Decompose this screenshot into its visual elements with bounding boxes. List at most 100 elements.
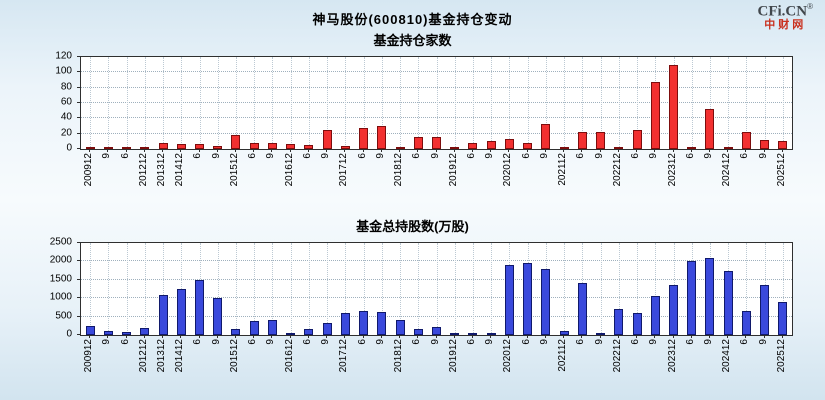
chart-bar [650, 82, 660, 149]
x-tick-label: 9 [210, 153, 222, 159]
vertical-gridline [436, 57, 438, 149]
x-tick-label: 202212 [611, 153, 623, 187]
chart-bar [632, 313, 642, 335]
x-tick-label: 9 [757, 339, 769, 345]
vertical-gridline [235, 57, 237, 149]
vertical-gridline [381, 57, 383, 149]
x-tick-label: 201312 [156, 339, 168, 373]
x-tick-mark [508, 335, 510, 338]
vertical-gridline [345, 57, 347, 149]
x-tick-label: 201912 [447, 339, 459, 373]
cfi-logo-subbrand: 中财网 [764, 19, 807, 32]
fund-shares-chart-title: 基金总持股数(万股) [356, 219, 469, 234]
chart-bar [377, 312, 387, 335]
chart-bar [432, 327, 441, 335]
x-tick-label: 201712 [338, 339, 350, 373]
vertical-gridline [272, 243, 274, 335]
chart-bar [650, 296, 660, 335]
y-tick-mark [77, 102, 81, 103]
x-tick-mark [526, 149, 528, 152]
fund-shares-x-axis: 200912 9 6 201212 201312 201412 6 9 201512 6 9 2016… [80, 335, 791, 383]
x-tick-mark [781, 149, 783, 152]
x-tick-label: 202112 [557, 153, 569, 186]
vertical-gridline [363, 57, 365, 149]
fund-holders-chart-body: 0 20 40 60 80 100 120 200912 9 6 201212 201312 2014… [0, 51, 825, 201]
x-tick-label: 202212 [611, 339, 623, 373]
x-tick-mark [253, 335, 255, 338]
x-tick-mark [417, 149, 419, 152]
vertical-gridline [491, 57, 493, 149]
chart-bar [249, 321, 259, 335]
chart-bar [705, 258, 715, 335]
vertical-gridline [618, 57, 620, 149]
cfi-logo-brand-line: CFi.CN® [758, 2, 813, 20]
x-tick-mark [636, 149, 638, 152]
x-tick-label: 6 [575, 339, 587, 345]
x-tick-label: 6 [301, 339, 313, 345]
chart-bar [85, 326, 95, 335]
x-tick-label: 9 [320, 153, 332, 159]
chart-bar [267, 320, 277, 335]
x-tick-label: 6 [630, 153, 642, 159]
x-tick-mark [654, 149, 656, 152]
chart-bar [523, 143, 533, 149]
x-tick-label: 6 [411, 339, 423, 345]
x-tick-label: 9 [210, 339, 222, 345]
x-tick-mark [216, 335, 218, 338]
vertical-gridline [290, 57, 292, 149]
x-tick-mark [307, 335, 309, 338]
y-tick-mark [77, 334, 81, 335]
chart-bar [723, 147, 733, 149]
x-tick-mark [125, 335, 127, 338]
x-tick-mark [162, 335, 164, 338]
chart-bar [687, 261, 697, 335]
chart-bar [213, 298, 223, 335]
chart-bar [413, 329, 423, 335]
vertical-gridline [254, 243, 256, 335]
y-tick-label: 20 [60, 127, 72, 139]
chart-bar [304, 329, 314, 335]
x-tick-mark [399, 335, 401, 338]
x-tick-label: 201312 [156, 153, 168, 187]
x-tick-label: 6 [192, 339, 204, 345]
chart-bar [231, 135, 241, 149]
x-tick-label: 6 [301, 153, 313, 159]
x-tick-label: 9 [484, 339, 496, 345]
x-tick-label: 9 [702, 153, 714, 159]
x-tick-mark [125, 149, 127, 152]
chart-bar [541, 269, 551, 335]
x-tick-label: 201812 [393, 153, 405, 187]
x-tick-label: 6 [465, 153, 477, 159]
chart-bar [322, 130, 332, 149]
vertical-gridline [454, 243, 456, 335]
x-tick-mark [326, 149, 328, 152]
x-tick-mark [180, 149, 182, 152]
y-tick-label: 80 [60, 81, 72, 93]
chart-bar [468, 333, 478, 335]
vertical-gridline [746, 57, 748, 149]
x-tick-label: 202312 [666, 339, 678, 373]
vertical-gridline [363, 243, 365, 335]
x-tick-label: 201512 [228, 339, 240, 373]
x-tick-label: 201612 [283, 153, 295, 187]
x-tick-mark [672, 335, 674, 338]
y-tick-mark [77, 242, 81, 243]
x-tick-label: 9 [702, 339, 714, 345]
vertical-gridline [108, 57, 110, 149]
y-tick-label: 40 [60, 111, 72, 123]
x-tick-label: 202012 [502, 153, 514, 187]
x-tick-mark [180, 335, 182, 338]
y-tick-mark [77, 132, 81, 134]
y-tick-label: 120 [55, 50, 72, 62]
x-tick-label: 6 [520, 153, 532, 159]
vertical-gridline [564, 243, 566, 335]
chart-bar [249, 143, 259, 149]
vertical-gridline [545, 57, 547, 149]
x-tick-mark [198, 149, 200, 152]
x-tick-label: 9 [484, 153, 496, 159]
vertical-gridline [709, 57, 711, 149]
chart-bar [614, 147, 624, 149]
fund-shares-chart-body: 0 500 1000 1500 2000 2500 200912 9 6 201212 20131… [0, 237, 825, 387]
x-tick-mark [636, 335, 638, 338]
